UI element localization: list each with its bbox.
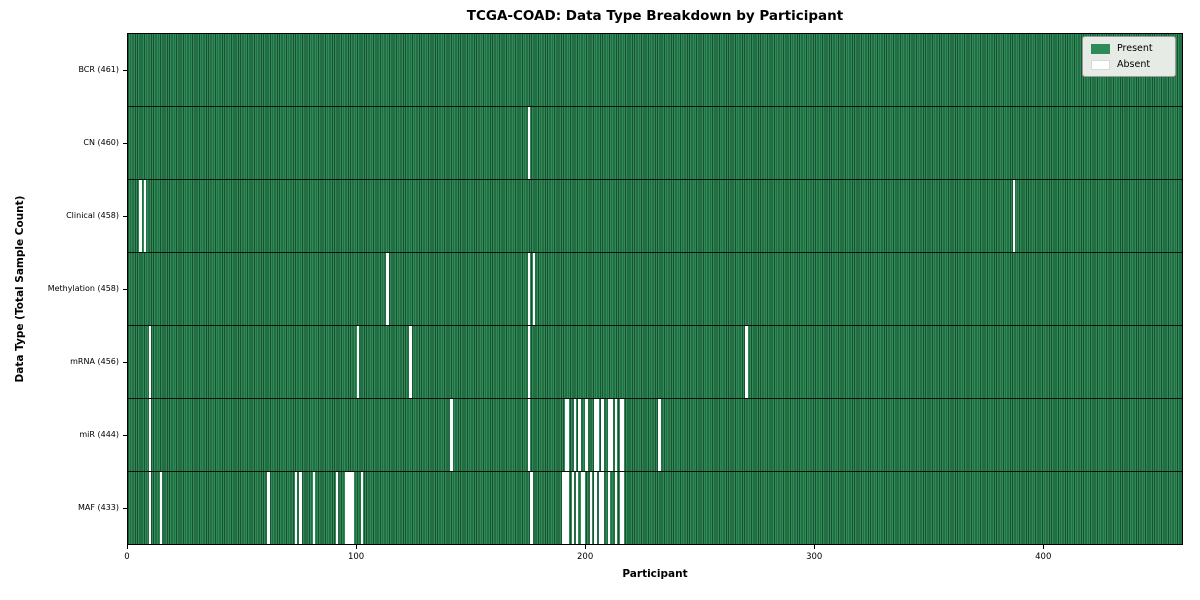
absent-mark (532, 253, 535, 325)
x-axis-label: Participant (622, 568, 688, 580)
y-tick-label: BCR (461) (78, 64, 119, 74)
x-tick-mark (127, 545, 128, 549)
y-tick-label: MAF (433) (77, 503, 119, 513)
absent-mark (336, 472, 339, 544)
absent-mark (345, 472, 348, 544)
row-methylation (128, 252, 1182, 325)
absent-mark (596, 399, 599, 471)
absent-mark (361, 472, 364, 544)
y-tick-mark (123, 69, 127, 71)
absent-mark (589, 472, 593, 544)
absent-mark (619, 399, 622, 471)
absent-mark (352, 472, 355, 544)
absent-mark (1012, 180, 1016, 252)
absent-mark (582, 472, 586, 544)
y-tick-mark (123, 508, 127, 510)
absent-mark (610, 399, 613, 471)
absent-mark (566, 472, 570, 544)
plot-area (127, 33, 1183, 545)
y-tick-mark (123, 362, 127, 364)
legend-label: Absent (1117, 59, 1151, 70)
row-clinical (128, 179, 1182, 252)
absent-mark (349, 472, 353, 544)
legend-label: Present (1117, 43, 1153, 54)
absent-mark (621, 399, 625, 471)
absent-mark (619, 472, 622, 544)
legend-item-absent: Absent (1091, 59, 1167, 70)
y-tick-label: miR (444) (79, 430, 119, 440)
x-tick-mark (585, 545, 587, 549)
legend-item-present: Present (1091, 43, 1167, 54)
legend: Present Absent (1082, 36, 1176, 77)
absent-mark (148, 326, 151, 398)
absent-mark (601, 472, 604, 544)
row-cn (128, 106, 1182, 179)
x-tick-label: 300 (806, 552, 823, 562)
row-bcr (128, 34, 1182, 106)
absent-mark (614, 472, 618, 544)
absent-mark (450, 399, 453, 471)
absent-mark (530, 472, 533, 544)
absent-mark (608, 399, 611, 471)
y-tick-mark (123, 215, 127, 217)
absent-mark (576, 472, 579, 544)
chart-title: TCGA-COAD: Data Type Breakdown by Partic… (466, 8, 844, 24)
x-tick-label: 200 (577, 552, 594, 562)
absent-mark (347, 472, 350, 544)
absent-mark (267, 472, 270, 544)
absent-mark (564, 472, 567, 544)
x-tick-mark (814, 545, 816, 549)
y-tick-label: mRNA (456) (70, 357, 119, 367)
absent-mark (386, 253, 389, 325)
row-mir (128, 398, 1182, 471)
absent-mark (601, 399, 604, 471)
absent-mark (621, 472, 625, 544)
y-tick-label: Clinical (458) (66, 210, 119, 220)
row-mrna (128, 325, 1182, 398)
absent-mark (313, 472, 316, 544)
absent-mark (528, 326, 531, 398)
absent-mark (564, 399, 567, 471)
legend-swatch-icon (1091, 43, 1110, 54)
absent-mark (594, 472, 597, 544)
absent-mark (658, 399, 661, 471)
absent-mark (356, 326, 359, 398)
absent-mark (528, 107, 531, 179)
absent-mark (580, 472, 583, 544)
x-tick-mark (356, 545, 358, 549)
absent-mark (598, 472, 602, 544)
absent-mark (528, 399, 531, 471)
y-tick-label: Methylation (458) (47, 284, 119, 293)
absent-mark (614, 399, 618, 471)
absent-mark (409, 326, 412, 398)
y-tick-label: CN (460) (83, 137, 119, 147)
x-tick-label: 400 (1035, 552, 1052, 562)
x-tick-label: 0 (124, 552, 130, 562)
x-tick-mark (1043, 545, 1045, 549)
absent-mark (578, 399, 581, 471)
absent-mark (144, 180, 147, 252)
absent-mark (594, 399, 597, 471)
y-tick-mark (123, 289, 127, 290)
y-tick-mark (123, 142, 127, 144)
absent-mark (745, 326, 748, 398)
absent-mark (160, 472, 163, 544)
x-tick-label: 100 (347, 552, 365, 562)
absent-mark (562, 472, 565, 544)
absent-mark (566, 399, 570, 471)
y-tick-mark (123, 435, 127, 437)
absent-mark (148, 399, 151, 471)
absent-mark (585, 399, 588, 471)
absent-mark (528, 253, 531, 325)
row-maf (128, 471, 1182, 544)
absent-mark (148, 472, 151, 544)
absent-mark (299, 472, 302, 544)
absent-mark (294, 472, 298, 544)
absent-mark (571, 472, 574, 544)
legend-swatch-icon (1091, 59, 1110, 70)
absent-mark (573, 399, 577, 471)
absent-mark (608, 472, 611, 544)
absent-mark (139, 180, 142, 252)
